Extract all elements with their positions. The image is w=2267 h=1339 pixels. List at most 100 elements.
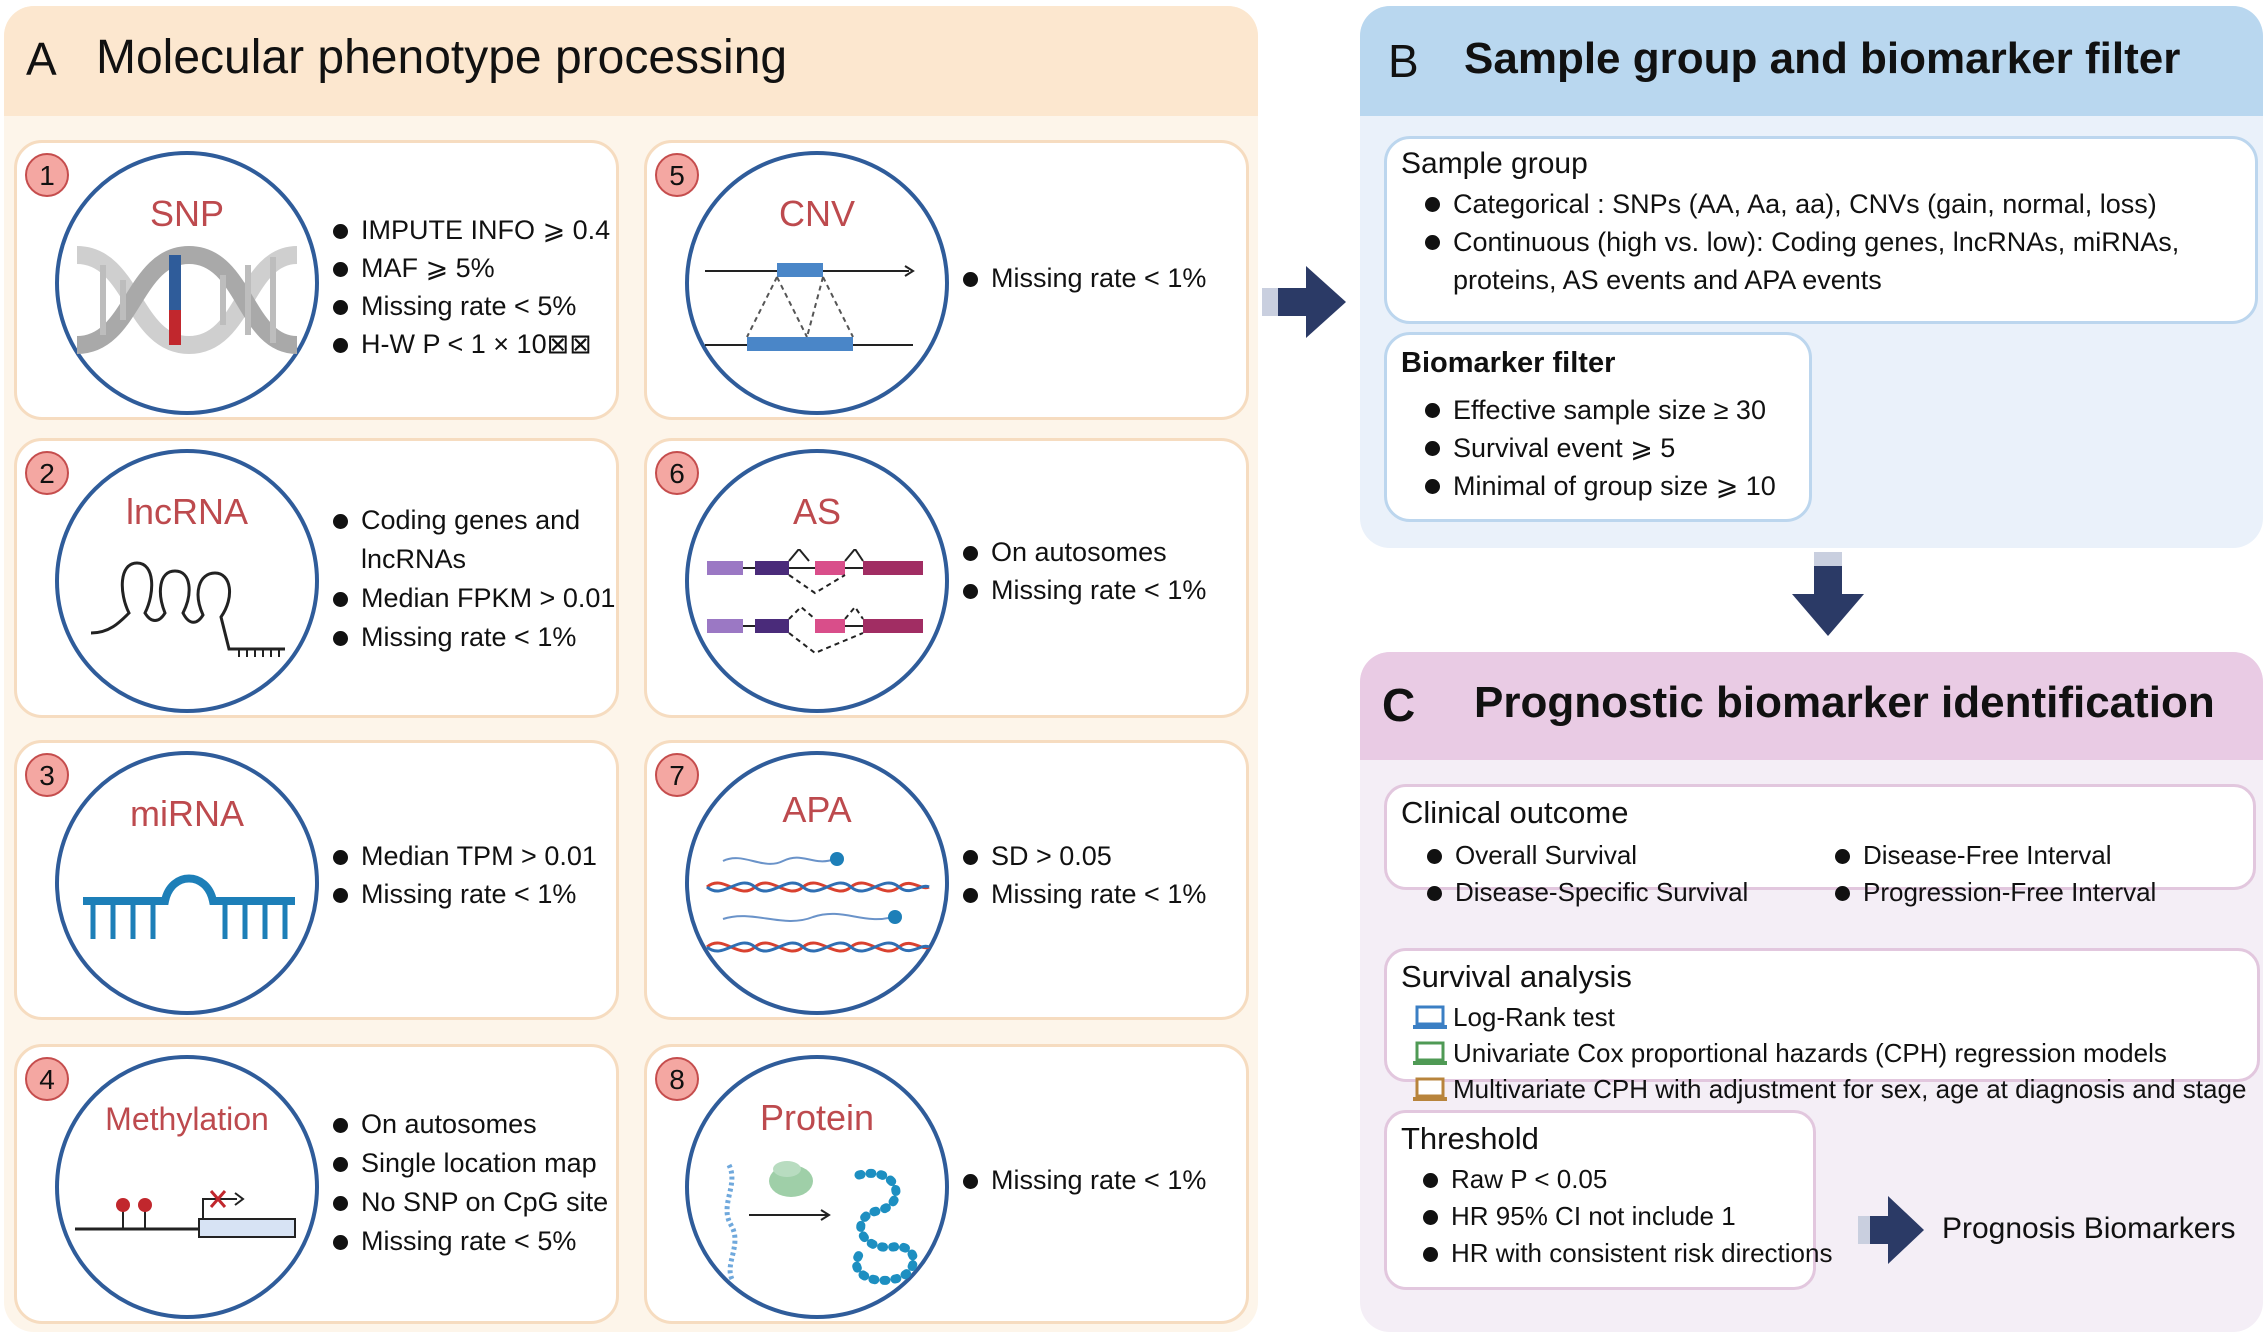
card-lncrna: 2 lncRNA Coding genes and lncRNAs Median… bbox=[14, 438, 619, 718]
criterion: Median FPKM > 0.01 bbox=[333, 579, 615, 618]
card-as: 6 AS On autosomes Missing r bbox=[644, 438, 1249, 718]
criterion: SD > 0.05 bbox=[963, 837, 1206, 875]
continuous-item: Continuous (high vs. low): Coding genes,… bbox=[1425, 223, 2179, 261]
panel-c-title: Prognostic biomarker identification bbox=[1474, 678, 2215, 727]
methylation-label: Methylation bbox=[105, 1101, 269, 1137]
mirna-hairpin-icon bbox=[83, 874, 295, 939]
criterion: Missing rate < 1% bbox=[333, 618, 615, 657]
filter-criterion: Effective sample size ≥ 30 bbox=[1425, 391, 1776, 429]
as-label: AS bbox=[792, 491, 842, 532]
analysis-text: Univariate Cox proportional hazards (CPH… bbox=[1453, 1038, 2167, 1068]
criterion: Missing rate < 1% bbox=[963, 1161, 1206, 1199]
dna-helix-icon bbox=[76, 245, 298, 355]
cnv-label: CNV bbox=[778, 193, 855, 234]
lncrna-label: lncRNA bbox=[125, 491, 249, 532]
panel-a-header bbox=[4, 6, 1258, 116]
methylation-icon bbox=[75, 1190, 296, 1238]
criterion: Missing rate < 1% bbox=[963, 259, 1206, 297]
arrow-down-icon bbox=[1792, 552, 1864, 636]
biomarker-filter-box: Biomarker filter Effective sample size ≥… bbox=[1384, 332, 1812, 522]
outcome-item: Disease-Specific Survival bbox=[1427, 874, 1748, 911]
sample-group-box: Sample group Categorical : SNPs (AA, Aa,… bbox=[1384, 136, 2258, 324]
polyadenylation-icon bbox=[706, 852, 930, 953]
biomarker-filter-list: Effective sample size ≥ 30 Survival even… bbox=[1425, 391, 1776, 505]
card-methylation: 4 Methylation On autosomes Single locati… bbox=[14, 1044, 619, 1324]
card-apa: 7 APA SD > 0.05 Missing rate < 1% bbox=[644, 740, 1249, 1020]
criterion: Median TPM > 0.01 bbox=[333, 837, 597, 875]
panel-a-title: Molecular phenotype processing bbox=[96, 31, 788, 84]
prognosis-biomarkers-result: Prognosis Biomarkers bbox=[1942, 1212, 2236, 1245]
as-criteria: On autosomes Missing rate < 1% bbox=[963, 533, 1206, 609]
panel-c: C Prognostic biomarker identification Cl… bbox=[1360, 652, 2263, 1332]
protein-label: Protein bbox=[759, 1097, 875, 1138]
card-number: 3 bbox=[25, 753, 69, 797]
panel-c-letter: C bbox=[1382, 679, 1416, 731]
card-number: 6 bbox=[655, 451, 699, 495]
outcome-item: Overall Survival bbox=[1427, 837, 1748, 874]
survival-analysis-box: Survival analysis Log-Rank test Univaria… bbox=[1384, 948, 2260, 1104]
clinical-outcome-left: Overall Survival Disease-Specific Surviv… bbox=[1427, 837, 1748, 911]
methylation-circle: Methylation bbox=[55, 1055, 319, 1319]
arrow-right-icon bbox=[1262, 266, 1346, 338]
sample-group-list: Categorical : SNPs (AA, Aa, aa), CNVs (g… bbox=[1425, 185, 2179, 299]
criterion-continuation: lncRNAs bbox=[361, 544, 467, 574]
lncrna-circle: lncRNA bbox=[55, 449, 319, 713]
laptop-icon bbox=[1413, 1005, 1447, 1029]
analysis-text: Log-Rank test bbox=[1453, 1002, 1615, 1032]
continuous-item-continuation: proteins, AS events and APA events bbox=[1453, 265, 1882, 295]
criterion: Missing rate < 5% bbox=[333, 287, 610, 325]
survival-analysis-list: Log-Rank test Univariate Cox proportiona… bbox=[1413, 999, 2246, 1107]
snp-label: SNP bbox=[149, 193, 225, 234]
card-number: 8 bbox=[655, 1057, 699, 1101]
outcome-item: Disease-Free Interval bbox=[1835, 837, 2156, 874]
panel-a: A Molecular phenotype processing 1 SNP I… bbox=[4, 6, 1258, 1332]
criterion: Missing rate < 5% bbox=[333, 1222, 608, 1261]
snp-criteria: IMPUTE INFO ⩾ 0.4 MAF ⩾ 5% Missing rate … bbox=[333, 211, 610, 363]
criterion: Coding genes and bbox=[333, 501, 615, 540]
threshold-criterion: HR with consistent risk directions bbox=[1423, 1235, 1832, 1272]
threshold-list: Raw P < 0.05 HR 95% CI not include 1 HR … bbox=[1423, 1161, 1832, 1272]
lncrna-criteria: Coding genes and lncRNAs Median FPKM > 0… bbox=[333, 501, 615, 657]
panel-c-header bbox=[1360, 652, 2263, 760]
card-cnv: 5 CNV Missing rate < 1% bbox=[644, 140, 1249, 420]
alternative-splicing-icon bbox=[707, 549, 923, 655]
panel-b-letter: B bbox=[1388, 35, 1419, 87]
clinical-outcome-title: Clinical outcome bbox=[1401, 795, 1629, 830]
card-number: 7 bbox=[655, 753, 699, 797]
card-number: 2 bbox=[25, 451, 69, 495]
criterion: On autosomes bbox=[963, 533, 1206, 571]
outcome-item: Progression-Free Interval bbox=[1835, 874, 2156, 911]
analysis-item: Log-Rank test bbox=[1413, 999, 2246, 1035]
cnv-criteria: Missing rate < 1% bbox=[963, 259, 1206, 297]
lncrna-hairpin-icon bbox=[90, 561, 285, 657]
biomarker-filter-title: Biomarker filter bbox=[1401, 347, 1616, 379]
criterion: Missing rate < 1% bbox=[963, 875, 1206, 913]
criterion: No SNP on CpG site bbox=[333, 1183, 608, 1222]
mirna-circle: miRNA bbox=[55, 751, 319, 1015]
survival-analysis-title: Survival analysis bbox=[1401, 959, 1632, 994]
analysis-item: Multivariate CPH with adjustment for sex… bbox=[1413, 1071, 2246, 1107]
panel-b: B Sample group and biomarker filter Samp… bbox=[1360, 6, 2263, 548]
analysis-text: Multivariate CPH with adjustment for sex… bbox=[1453, 1074, 2247, 1104]
threshold-criterion: HR 95% CI not include 1 bbox=[1423, 1198, 1832, 1235]
card-number: 4 bbox=[25, 1057, 69, 1101]
sample-group-title: Sample group bbox=[1401, 147, 1588, 180]
card-number: 5 bbox=[655, 153, 699, 197]
mirna-label: miRNA bbox=[130, 793, 244, 834]
arrow-right-icon bbox=[1858, 1196, 1924, 1264]
cnv-circle: CNV bbox=[685, 151, 949, 415]
criterion: MAF ⩾ 5% bbox=[333, 249, 610, 287]
threshold-criterion: Raw P < 0.05 bbox=[1423, 1161, 1832, 1198]
cnv-icon bbox=[705, 263, 915, 351]
clinical-outcome-box: Clinical outcome Overall Survival Diseas… bbox=[1384, 784, 2256, 907]
panel-b-header bbox=[1360, 6, 2263, 116]
apa-circle: APA bbox=[685, 751, 949, 1015]
card-number: 1 bbox=[25, 153, 69, 197]
card-mirna: 3 miRNA Median TPM > 0.01 Missing rate <… bbox=[14, 740, 619, 1020]
laptop-icon bbox=[1413, 1041, 1447, 1065]
criterion: Missing rate < 1% bbox=[963, 571, 1206, 609]
mirna-criteria: Median TPM > 0.01 Missing rate < 1% bbox=[333, 837, 597, 913]
protein-folding-icon bbox=[724, 1161, 918, 1285]
card-snp: 1 SNP IMPUTE INFO ⩾ 0.4 MAF ⩾ 5% Missing… bbox=[14, 140, 619, 420]
threshold-title: Threshold bbox=[1401, 1121, 1539, 1156]
